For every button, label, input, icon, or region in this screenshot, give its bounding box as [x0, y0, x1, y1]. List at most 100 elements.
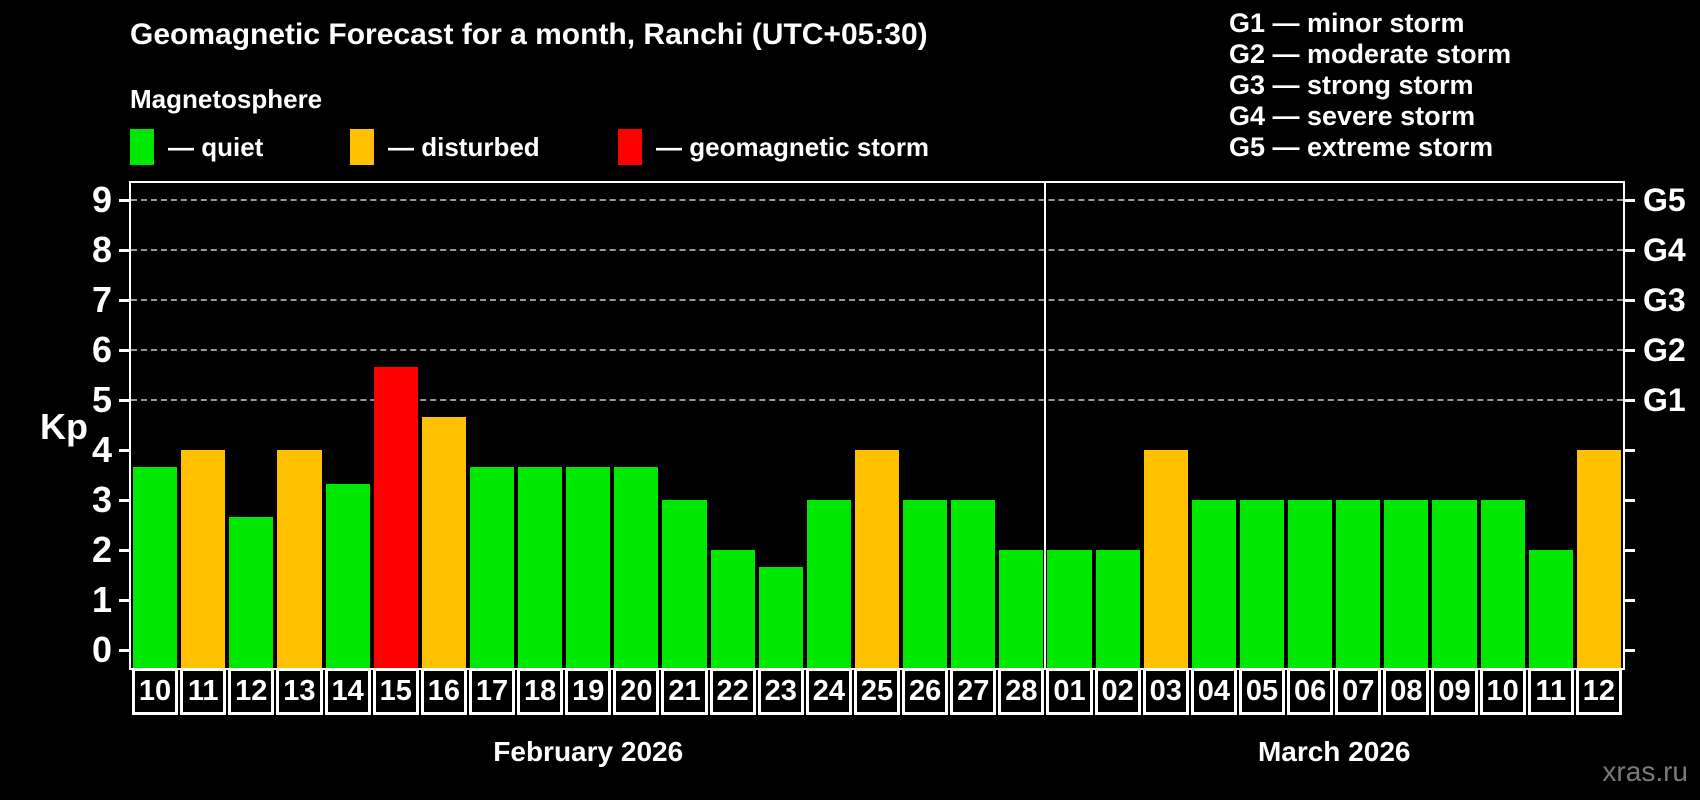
day-label-10: 10	[132, 668, 179, 715]
legend-item-quiet: — quiet	[130, 129, 263, 165]
right-axis-tick	[1625, 249, 1635, 252]
kp-bar-day-02	[1095, 550, 1140, 668]
gridline-kp9	[131, 199, 1623, 201]
day-label-27: 27	[950, 668, 997, 715]
y-tick-label: 9	[91, 179, 112, 220]
kp-bar-day-03	[1143, 450, 1188, 668]
y-tick-label: 5	[91, 379, 112, 420]
day-label-01: 01	[1046, 668, 1093, 715]
day-label-11: 11	[180, 668, 227, 715]
day-label-11: 11	[1527, 668, 1574, 715]
day-label-08: 08	[1383, 668, 1430, 715]
day-label-05: 05	[1238, 668, 1286, 715]
g-axis-label-g3: G3	[1643, 282, 1686, 318]
y-tick-label: 8	[91, 229, 112, 270]
left-axis-tick	[119, 199, 129, 202]
kp-bar-day-27	[951, 500, 996, 668]
day-label-14: 14	[324, 668, 371, 715]
chart-subtitle: Magnetosphere	[130, 84, 323, 114]
left-axis-tick	[119, 499, 129, 502]
storm-color-swatch	[618, 129, 642, 165]
left-axis-tick	[119, 649, 129, 652]
right-axis-tick	[1625, 199, 1635, 202]
g-scale-legend: G1 — minor storm G2 — moderate storm G3 …	[1229, 8, 1511, 163]
day-label-20: 20	[613, 668, 660, 715]
kp-bar-day-19	[566, 466, 611, 668]
day-label-04: 04	[1190, 668, 1237, 715]
day-label-21: 21	[661, 668, 708, 715]
y-tick-label: 2	[91, 529, 112, 570]
kp-bar-day-10	[133, 466, 178, 668]
gridline-kp8	[131, 249, 1623, 251]
y-tick-label: 6	[91, 329, 112, 370]
g-axis-label-g1: G1	[1643, 382, 1686, 418]
kp-bar-day-12	[229, 516, 274, 668]
day-label-06: 06	[1287, 668, 1334, 715]
kp-bar-day-21	[662, 500, 707, 668]
kp-bar-day-15	[373, 366, 418, 668]
g-axis-label-g2: G2	[1643, 332, 1686, 368]
day-label-28: 28	[998, 668, 1045, 715]
kp-bar-day-26	[903, 500, 948, 668]
watermark: xras.ru	[1602, 756, 1688, 787]
legend-label-disturbed: — disturbed	[388, 131, 540, 162]
right-axis-tick	[1625, 549, 1635, 552]
kp-bar-day-20	[614, 466, 659, 668]
right-axis-tick	[1625, 649, 1635, 652]
kp-bar-day-10	[1480, 500, 1525, 668]
y-tick-label: 3	[91, 479, 112, 520]
day-label-07: 07	[1335, 668, 1382, 715]
kp-bar-day-07	[1336, 500, 1381, 668]
kp-bar-day-08	[1384, 500, 1429, 668]
g-axis-label-g4: G4	[1643, 232, 1686, 268]
day-label-09: 09	[1431, 668, 1478, 715]
month-separator-line	[1044, 183, 1047, 668]
left-axis-tick	[119, 399, 129, 402]
day-label-18: 18	[517, 668, 564, 715]
day-label-13: 13	[276, 668, 323, 715]
day-label-03: 03	[1142, 668, 1189, 715]
g-legend-line-g2: G2 — moderate storm	[1229, 39, 1512, 69]
right-axis-tick	[1625, 349, 1635, 352]
page-title: Geomagnetic Forecast for a month, Ranchi…	[130, 18, 928, 51]
kp-bar-day-22	[710, 550, 755, 668]
kp-bar-day-11	[181, 450, 226, 668]
kp-bar-day-23	[758, 566, 803, 668]
kp-bar-day-13	[277, 450, 322, 668]
g-axis-label-g5: G5	[1643, 182, 1686, 218]
day-label-15: 15	[372, 668, 419, 715]
month-label-march: March 2026	[1257, 736, 1411, 767]
kp-bar-day-12	[1576, 450, 1621, 668]
left-axis-tick	[119, 299, 129, 302]
kp-bar-day-01	[1047, 550, 1092, 668]
right-axis-tick	[1625, 399, 1635, 402]
left-axis-tick	[119, 449, 129, 452]
left-axis-tick	[119, 599, 129, 602]
kp-bar-day-06	[1288, 500, 1333, 668]
day-label-22: 22	[709, 668, 756, 715]
kp-bar-day-28	[999, 550, 1044, 668]
g-legend-line-g3: G3 — strong storm	[1229, 70, 1474, 100]
right-axis-tick	[1625, 299, 1635, 302]
legend-item-storm: — geomagnetic storm	[618, 129, 929, 165]
kp-bar-day-16	[421, 416, 466, 668]
quiet-color-swatch	[130, 129, 154, 165]
disturbed-color-swatch	[350, 129, 374, 165]
day-label-10: 10	[1479, 668, 1526, 715]
gridline-kp6	[131, 349, 1623, 351]
legend-label-storm: — geomagnetic storm	[656, 131, 930, 162]
kp-bar-day-04	[1191, 500, 1236, 668]
day-label-26: 26	[902, 668, 949, 715]
g-legend-line-g5: G5 — extreme storm	[1229, 132, 1494, 162]
g-legend-line-g4: G4 — severe storm	[1229, 101, 1476, 131]
y-tick-label: 7	[91, 279, 112, 320]
left-axis-tick	[119, 249, 129, 252]
day-label-19: 19	[565, 668, 612, 715]
month-label-february: February 2026	[493, 736, 684, 767]
right-axis-tick	[1625, 449, 1635, 452]
gridline-kp7	[131, 299, 1623, 301]
y-tick-label: 0	[91, 629, 112, 670]
y-axis-label: Kp	[40, 406, 88, 447]
kp-bar-day-24	[806, 500, 851, 668]
